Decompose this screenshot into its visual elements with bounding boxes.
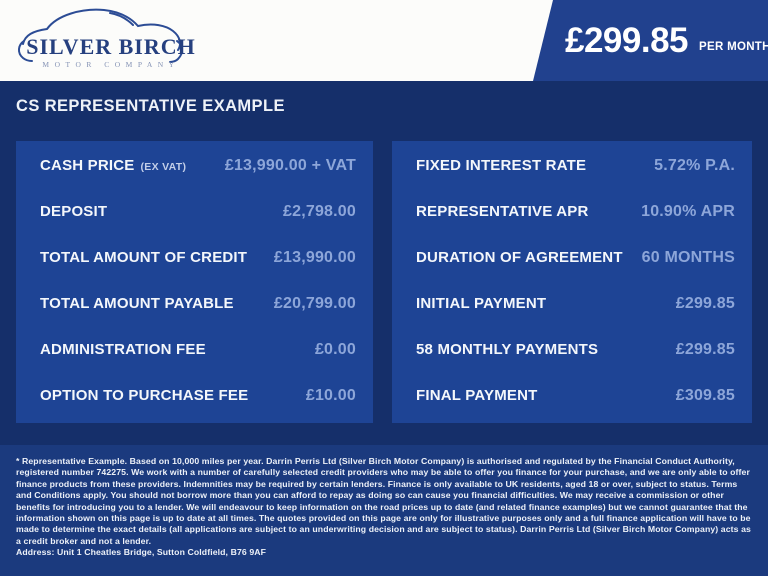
row-label: ADMINISTRATION FEE <box>40 341 206 358</box>
row-label: OPTION TO PURCHASE FEE <box>40 387 249 404</box>
row-label-suffix: (EX VAT) <box>140 161 187 173</box>
logo-subtitle: MOTOR COMPANY <box>42 60 179 69</box>
car-outline-icon <box>18 8 183 63</box>
row-value: £299.85 <box>675 341 735 358</box>
row-value: £2,798.00 <box>283 203 356 220</box>
row-value: £13,990.00 + VAT <box>224 157 356 174</box>
row-label: DEPOSIT <box>40 203 108 220</box>
finance-row-deposit: DEPOSIT £2,798.00 <box>40 203 356 221</box>
row-value: 5.72% P.A. <box>654 157 735 174</box>
finance-row-final-payment: FINAL PAYMENT £309.85 <box>416 387 735 405</box>
disclaimer-text: * Representative Example. Based on 10,00… <box>16 456 751 546</box>
row-value: 10.90% APR <box>641 203 735 220</box>
disclaimer-address: Address: Unit 1 Cheatles Bridge, Sutton … <box>16 547 267 558</box>
row-value: £20,799.00 <box>273 295 356 312</box>
row-label: FIXED INTEREST RATE <box>416 157 587 174</box>
finance-row-total-payable: TOTAL AMOUNT PAYABLE £20,799.00 <box>40 295 356 313</box>
row-label: TOTAL AMOUNT OF CREDIT <box>40 249 248 266</box>
finance-row-representative-apr: REPRESENTATIVE APR 10.90% APR <box>416 203 735 221</box>
row-value: £10.00 <box>305 387 356 404</box>
finance-row-monthly-payments: 58 MONTHLY PAYMENTS £299.85 <box>416 341 735 359</box>
finance-row-fixed-interest-rate: FIXED INTEREST RATE 5.72% P.A. <box>416 157 735 175</box>
logo-name: SILVER BIRCH <box>26 34 196 59</box>
silver-birch-logo: SILVER BIRCH MOTOR COMPANY <box>18 8 196 69</box>
row-value: 60 MONTHS <box>641 249 735 266</box>
row-label: DURATION OF AGREEMENT <box>416 249 623 266</box>
finance-row-option-to-purchase-fee: OPTION TO PURCHASE FEE £10.00 <box>40 387 356 405</box>
row-value: £299.85 <box>675 295 735 312</box>
finance-panel-left: CASH PRICE (EX VAT) £13,990.00 + VAT DEPO… <box>16 141 373 423</box>
row-value: £13,990.00 <box>273 249 356 266</box>
row-label: INITIAL PAYMENT <box>416 295 547 312</box>
finance-row-total-credit: TOTAL AMOUNT OF CREDIT £13,990.00 <box>40 249 356 267</box>
header: SILVER BIRCH MOTOR COMPANY £299.85 PER M… <box>0 0 768 81</box>
finance-row-duration: DURATION OF AGREEMENT 60 MONTHS <box>416 249 735 267</box>
finance-row-admin-fee: ADMINISTRATION FEE £0.00 <box>40 341 356 359</box>
monthly-price-amount: £299.85 <box>565 21 689 60</box>
row-value: £0.00 <box>314 341 356 358</box>
finance-panel-right: FIXED INTEREST RATE 5.72% P.A. REPRESENT… <box>392 141 752 423</box>
finance-row-initial-payment: INITIAL PAYMENT £299.85 <box>416 295 735 313</box>
row-label: FINAL PAYMENT <box>416 387 538 404</box>
row-label: TOTAL AMOUNT PAYABLE <box>40 295 234 312</box>
monthly-price-period: PER MONTH* <box>699 40 768 53</box>
monthly-price-ribbon: £299.85 PER MONTH* <box>533 0 768 81</box>
row-label: CASH PRICE (EX VAT) <box>40 157 187 174</box>
row-label: REPRESENTATIVE APR <box>416 203 589 220</box>
row-value: £309.85 <box>675 387 735 404</box>
row-label: 58 MONTHLY PAYMENTS <box>416 341 599 358</box>
finance-row-cash-price: CASH PRICE (EX VAT) £13,990.00 + VAT <box>40 157 356 175</box>
disclaimer-section: * Representative Example. Based on 10,00… <box>0 445 768 576</box>
page-title: CS REPRESENTATIVE EXAMPLE <box>16 97 285 115</box>
